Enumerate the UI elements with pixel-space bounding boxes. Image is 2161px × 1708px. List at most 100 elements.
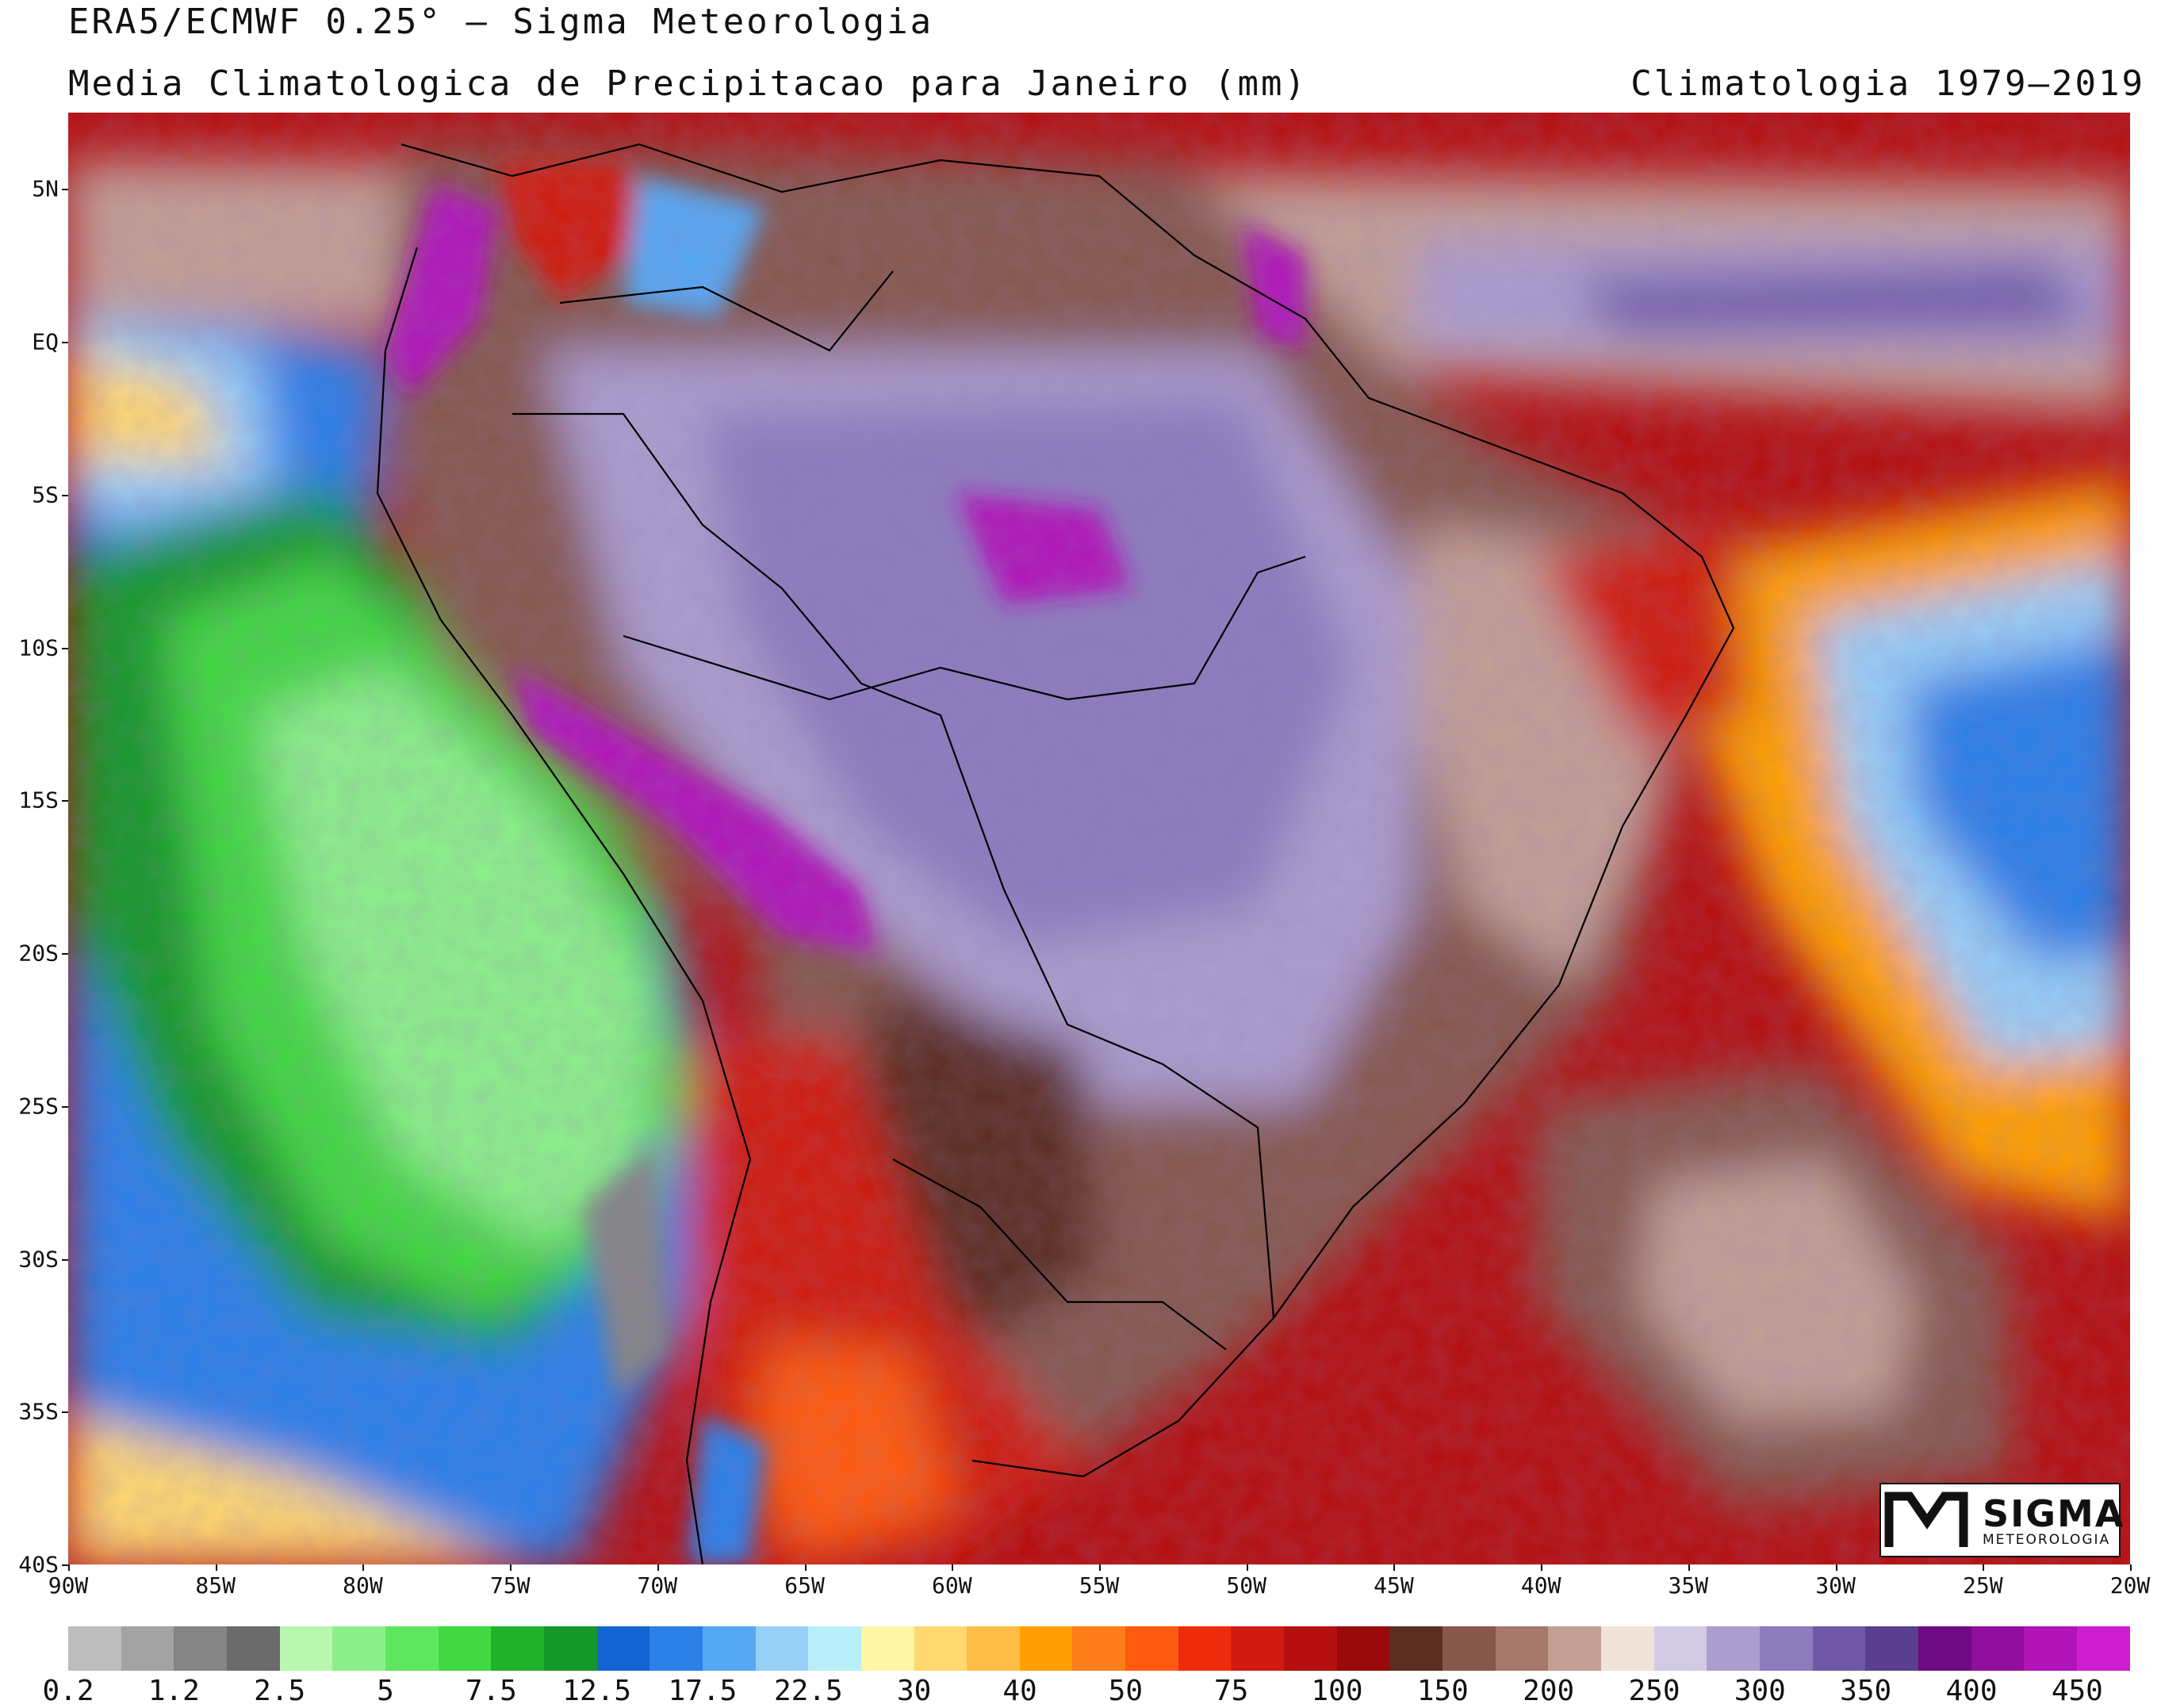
lon-tick-label: 20W — [2109, 1572, 2151, 1599]
map-title: ERA5/ECMWF 0.25° – Sigma Meteorologia — [68, 2, 934, 42]
lon-tick-mark — [1246, 1564, 1248, 1571]
lon-tick-mark — [1983, 1564, 1985, 1571]
colorbar-swatch — [121, 1626, 174, 1671]
colorbar-label: 5 — [377, 1675, 394, 1707]
lon-tick-label: 65W — [784, 1572, 825, 1599]
lon-tick-label: 85W — [195, 1572, 236, 1599]
lon-tick-mark — [1541, 1564, 1543, 1571]
colorbar-swatch — [967, 1626, 1020, 1671]
colorbar-label: 75 — [1213, 1675, 1249, 1707]
colorbar-label: 50 — [1108, 1675, 1144, 1707]
lat-tick-mark — [62, 494, 68, 496]
colorbar-label: 250 — [1628, 1675, 1680, 1707]
colorbar-label: 7.5 — [465, 1675, 517, 1707]
colorbar-label: 150 — [1416, 1675, 1469, 1707]
lon-tick-label: 35W — [1668, 1572, 1709, 1599]
colorbar-swatch — [755, 1626, 809, 1671]
sigma-logo-mark — [1884, 1492, 1968, 1547]
lat-tick-mark — [62, 1564, 68, 1566]
lon-tick-label: 50W — [1226, 1572, 1266, 1599]
lat-tick-mark — [62, 1258, 68, 1261]
colorbar-label: 40 — [1002, 1675, 1037, 1707]
colorbar-swatch — [1072, 1626, 1126, 1671]
colorbar-swatch — [491, 1626, 544, 1671]
colorbar-label: 200 — [1523, 1675, 1575, 1707]
lon-tick-mark — [510, 1564, 512, 1571]
colorbar-swatch — [1443, 1626, 1496, 1671]
lat-tick-label: 5S — [32, 481, 59, 508]
lat-tick-mark — [62, 342, 68, 344]
colorbar-label: 100 — [1311, 1675, 1363, 1707]
lon-tick-mark — [1099, 1564, 1101, 1571]
colorbar-label: 350 — [1840, 1675, 1892, 1707]
lon-tick-mark — [804, 1564, 807, 1571]
colorbar-swatch — [1019, 1626, 1073, 1671]
country-borders — [376, 143, 1735, 1564]
colorbar-swatch — [1601, 1626, 1654, 1671]
colorbar-label: 12.5 — [562, 1675, 632, 1707]
colorbar-swatch — [596, 1626, 650, 1671]
lon-tick-label: 45W — [1374, 1572, 1414, 1599]
lon-tick-label: 70W — [637, 1572, 678, 1599]
lon-tick-mark — [2130, 1564, 2132, 1571]
lon-tick-mark — [1835, 1564, 1837, 1571]
colorbar-swatch — [860, 1626, 914, 1671]
colorbar-label: 30 — [896, 1675, 932, 1707]
lon-tick-label: 40W — [1520, 1572, 1561, 1599]
lat-tick-mark — [62, 800, 68, 802]
lon-tick-label: 90W — [48, 1572, 89, 1599]
lat-tick-label: 35S — [18, 1398, 59, 1425]
colorbar-swatch — [1284, 1626, 1337, 1671]
lat-tick-mark — [62, 953, 68, 955]
colorbar-swatch — [1707, 1626, 1760, 1671]
lon-tick-label: 55W — [1079, 1572, 1120, 1599]
lon-tick-label: 60W — [931, 1572, 972, 1599]
sigma-logo: SIGMA METEOROLOGIA — [1879, 1483, 2123, 1557]
colorbar-label: 0.2 — [42, 1675, 94, 1707]
colorbar-label: 22.5 — [773, 1675, 843, 1707]
colorbar-swatch — [1812, 1626, 1866, 1671]
colorbar-swatch — [1760, 1626, 1813, 1671]
colorbar-swatch — [1918, 1626, 1971, 1671]
lon-tick-label: 80W — [343, 1572, 383, 1599]
lat-tick-label: 10S — [18, 634, 59, 661]
colorbar-swatch — [1548, 1626, 1602, 1671]
lat-tick-mark — [62, 647, 68, 649]
colorbar-swatch — [1653, 1626, 1707, 1671]
colorbar-swatch — [332, 1626, 385, 1671]
colorbar-swatch — [385, 1626, 439, 1671]
colorbar-swatch — [1125, 1626, 1178, 1671]
colorbar-swatch — [2024, 1626, 2077, 1671]
colorbar-swatch — [1178, 1626, 1232, 1671]
colorbar-swatch — [174, 1626, 227, 1671]
colorbar-label: 400 — [1945, 1675, 1998, 1707]
lat-tick-label: 25S — [18, 1093, 59, 1120]
colorbar-label: 450 — [2051, 1675, 2103, 1707]
colorbar-swatch — [1389, 1626, 1443, 1671]
colorbar-swatch — [279, 1626, 333, 1671]
lat-tick-label: 20S — [18, 940, 59, 967]
colorbar-swatch — [702, 1626, 756, 1671]
colorbar-swatch — [1336, 1626, 1390, 1671]
lon-tick-mark — [362, 1564, 365, 1571]
colorbar-label: 1.2 — [148, 1675, 200, 1707]
colorbar-swatch — [1231, 1626, 1285, 1671]
lat-tick-label: 40S — [18, 1551, 59, 1578]
period-label: Climatologia 1979–2019 — [1630, 63, 2145, 104]
lon-tick-mark — [952, 1564, 954, 1571]
lon-tick-mark — [1393, 1564, 1396, 1571]
colorbar — [68, 1626, 2130, 1671]
colorbar-swatch — [68, 1626, 121, 1671]
colorbar-swatch — [1495, 1626, 1549, 1671]
colorbar-swatch — [808, 1626, 861, 1671]
colorbar-swatch — [914, 1626, 967, 1671]
lat-tick-label: 15S — [18, 787, 59, 814]
colorbar-swatch — [2076, 1626, 2130, 1671]
lat-tick-label: 30S — [18, 1246, 59, 1273]
colorbar-swatch — [438, 1626, 492, 1671]
colorbar-swatch — [1971, 1626, 2025, 1671]
precipitation-map — [68, 113, 2130, 1564]
lon-tick-mark — [657, 1564, 659, 1571]
lon-tick-mark — [68, 1564, 70, 1571]
precipitation-field — [68, 113, 2130, 1564]
